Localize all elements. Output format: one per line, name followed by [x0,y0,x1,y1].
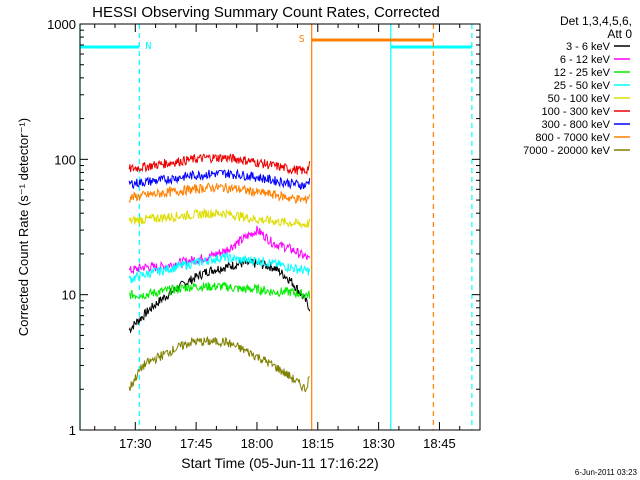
series-layer [128,153,311,393]
axes: 1 10 100 1000 17:30 17:45 18:00 18:15 18:30 18:45 [47,17,481,451]
series-line [128,257,311,334]
legend-entry-label: 100 - 300 keV [542,106,611,118]
x-tick-label: 18:00 [241,436,274,451]
legend-entry-label: 3 - 6 keV [566,41,611,53]
x-tick-label: 17:45 [180,436,213,451]
x-tick-label: 17:30 [119,436,152,451]
series-line [128,225,311,275]
plot-frame [79,23,481,431]
x-tick-label: 18:30 [362,436,395,451]
legend-entry-label: 7000 - 20000 keV [523,145,611,157]
legend-header-attenuator: Att 0 [607,27,632,41]
series-line [128,282,311,300]
legend-entry-label: 25 - 50 keV [554,80,611,92]
series-line [128,335,310,393]
series-line [128,182,311,205]
x-tick-label: 18:15 [302,436,335,451]
observing-flags: NS [79,24,473,430]
y-axis-label: Corrected Count Rate (s⁻¹ detector⁻¹) [16,118,31,336]
y-tick-label: 1000 [47,17,76,32]
x-tick-label: 18:45 [423,436,456,451]
series-line [128,153,311,176]
y-tick-label: 10 [62,288,76,303]
chart-title: HESSI Observing Summary Count Rates, Cor… [92,4,440,21]
y-tick-label: 100 [54,152,76,167]
series-line [128,168,311,190]
legend-header-detectors: Det 1,3,4,5,6, [560,14,632,28]
y-tick-label: 1 [69,423,76,438]
plot-timestamp: 6-Jun-2011 03:23 [575,468,638,477]
legend-entry-label: 6 - 12 keV [560,54,611,66]
saa-flag-label: S [299,34,305,45]
legend-entry-label: 300 - 800 keV [542,119,611,131]
series-line [128,207,311,229]
night-flag-label: N [145,41,151,52]
series-line [128,252,311,284]
legend-entry-label: 50 - 100 keV [548,93,611,105]
legend-entry-label: 12 - 25 keV [554,67,611,79]
x-axis-label: Start Time (05-Jun-11 17:16:22) [181,455,378,471]
legend-entry-label: 800 - 7000 keV [535,132,610,144]
